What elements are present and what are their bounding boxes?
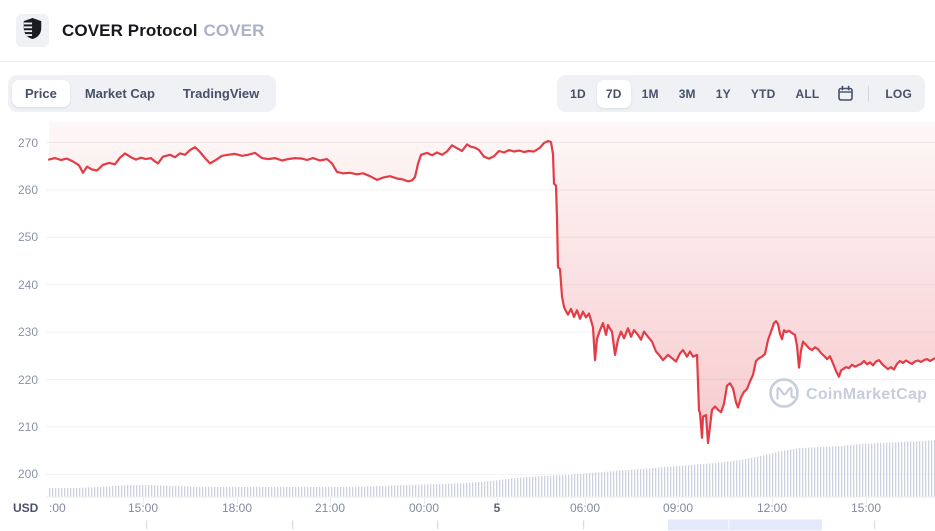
x-axis-label: 5 <box>493 501 501 515</box>
currency-label: USD <box>13 501 39 515</box>
x-axis-label: 15:00 <box>127 501 159 515</box>
x-axis-label: 15:00 <box>850 501 882 515</box>
coin-ticker: COVER <box>203 20 265 40</box>
x-axis-ticks <box>143 498 867 504</box>
range-button-1m[interactable]: 1M <box>633 80 668 108</box>
y-axis-label: 260 <box>17 182 38 197</box>
y-axis-label: 210 <box>17 419 38 434</box>
y-axis-label: 200 <box>17 467 38 482</box>
scrollbar-selection <box>668 519 822 531</box>
tab-market-cap[interactable]: Market Cap <box>72 80 168 107</box>
shield-icon <box>22 17 43 45</box>
chart-scrollbar[interactable] <box>146 519 876 531</box>
range-button-ytd[interactable]: YTD <box>742 80 785 108</box>
range-button-7d[interactable]: 7D <box>596 79 631 108</box>
y-axis-label: 250 <box>17 230 38 245</box>
y-axis-label: 240 <box>17 277 38 292</box>
y-axis-label: 270 <box>17 135 38 150</box>
range-selector: 1D 7D 1M 3M 1Y YTD ALL LOG <box>557 75 925 112</box>
svg-text:CoinMarketCap: CoinMarketCap <box>806 386 927 403</box>
range-button-1y[interactable]: 1Y <box>707 80 740 108</box>
x-axis-label: :00 <box>49 501 66 515</box>
x-axis-label: 00:00 <box>408 501 440 515</box>
price-line <box>47 140 935 445</box>
log-scale-button[interactable]: LOG <box>876 80 921 108</box>
header: COVER Protocol COVER <box>0 0 935 62</box>
chart-type-tabs: Price Market Cap TradingView <box>8 75 277 112</box>
tab-price[interactable]: Price <box>12 80 70 107</box>
page-title: COVER Protocol COVER <box>62 21 265 41</box>
calendar-icon[interactable] <box>830 81 861 106</box>
tab-tradingview[interactable]: TradingView <box>170 80 272 107</box>
x-axis-label: 06:00 <box>569 501 601 515</box>
x-axis-label: 12:00 <box>756 501 788 515</box>
coinmarketcap-logo: CoinMarketCap <box>769 378 927 408</box>
x-axis-label: 18:00 <box>221 501 253 515</box>
x-axis-label: 09:00 <box>662 501 694 515</box>
price-area-fill <box>49 122 935 443</box>
volume-bars <box>49 440 935 498</box>
chart-toolbar: Price Market Cap TradingView 1D 7D 1M 3M 1Y YTD… <box>8 75 925 112</box>
toolbar-divider <box>868 85 870 102</box>
y-axis-label: 230 <box>17 325 38 340</box>
range-button-1d[interactable]: 1D <box>561 80 595 108</box>
coin-logo <box>16 14 49 47</box>
y-axis-label: 220 <box>17 372 38 387</box>
coin-name: COVER Protocol <box>62 20 198 40</box>
range-button-all[interactable]: ALL <box>786 80 828 108</box>
range-button-3m[interactable]: 3M <box>670 80 705 108</box>
x-axis-label: 21:00 <box>314 501 346 515</box>
